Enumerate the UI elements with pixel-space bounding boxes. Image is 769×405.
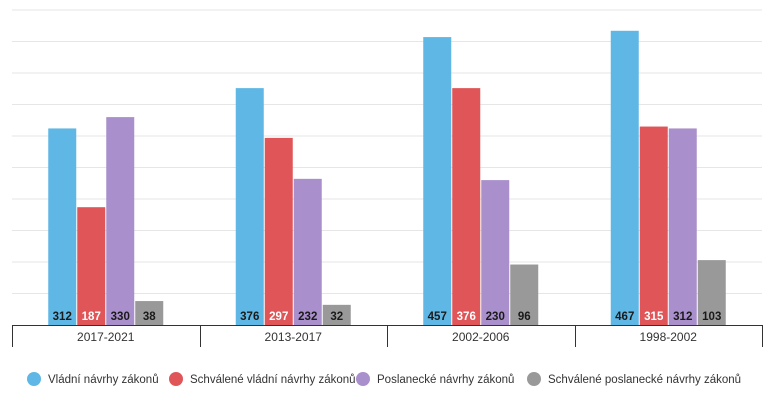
bar-schvalene-poslanecke-navrhy-zakonu-2017-2021 <box>135 301 164 325</box>
bar-schvalene-vladni-navrhy-zakonu-2013-2017 <box>264 137 293 325</box>
value-label: 32 <box>330 311 343 323</box>
bar-schvalene-vladni-navrhy-zakonu-1998-2002 <box>639 126 668 325</box>
grid <box>12 9 762 294</box>
legend-marker-schvalene-poslanecke-navrhy-zakonu <box>527 372 541 386</box>
legend-label: Schválené vládní návrhy zákonů <box>190 374 356 386</box>
value-label: 38 <box>143 311 156 323</box>
bar-poslanecke-navrhy-zakonu-2017-2021 <box>106 117 135 325</box>
legend: Vládní návrhy zákonů Schválené vládní náv… <box>27 372 741 386</box>
value-label: 103 <box>702 311 721 323</box>
bar-poslanecke-navrhy-zakonu-1998-2002 <box>668 128 697 325</box>
legend-label: Schválené poslanecké návrhy zákonů <box>548 374 741 386</box>
bar-schvalene-poslanecke-navrhy-zakonu-2013-2017 <box>322 304 351 325</box>
bar-schvalene-poslanecke-navrhy-zakonu-2002-2006 <box>510 264 539 325</box>
legend-marker-poslanecke-navrhy-zakonu <box>356 372 370 386</box>
bar-poslanecke-navrhy-zakonu-2013-2017 <box>293 178 322 325</box>
bar-vladni-navrhy-zakonu-1998-2002 <box>610 30 639 325</box>
bar-vladni-navrhy-zakonu-2013-2017 <box>235 88 264 326</box>
bar-vladni-navrhy-zakonu-2002-2006 <box>423 37 452 326</box>
x-tick-label: 2002-2006 <box>452 330 510 344</box>
value-label: 330 <box>111 311 130 323</box>
x-tick-label: 2013-2017 <box>265 330 323 344</box>
value-label: 232 <box>298 311 317 323</box>
value-label: 376 <box>457 311 476 323</box>
value-label: 315 <box>644 311 664 323</box>
value-label: 96 <box>518 311 531 323</box>
value-label: 297 <box>269 311 288 323</box>
bar-schvalene-vladni-navrhy-zakonu-2017-2021 <box>77 207 106 325</box>
value-label: 312 <box>53 311 72 323</box>
legend-marker-schvalene-vladni-navrhy-zakonu <box>169 372 183 386</box>
bar-schvalene-vladni-navrhy-zakonu-2002-2006 <box>452 88 481 326</box>
x-tick-label: 2017-2021 <box>77 330 135 344</box>
value-label: 312 <box>673 311 692 323</box>
value-label: 457 <box>428 311 447 323</box>
value-label: 376 <box>240 311 259 323</box>
value-label: 467 <box>615 311 634 323</box>
legend-label: Poslanecké návrhy zákonů <box>377 374 514 386</box>
bars <box>48 30 726 326</box>
legend-label: Vládní návrhy zákonů <box>48 374 159 386</box>
x-axis: 2017-2021 2013-2017 2002-2006 1998-2002 <box>12 325 763 347</box>
legend-marker-vladni-navrhy-zakonu <box>27 372 41 386</box>
bar-schvalene-poslanecke-navrhy-zakonu-1998-2002 <box>697 260 726 325</box>
value-labels: 312 187 330 38 376 297 232 32 457 376 230 96 467 315 3… <box>53 311 722 323</box>
bar-poslanecke-navrhy-zakonu-2002-2006 <box>481 180 510 325</box>
x-tick-label: 1998-2002 <box>640 330 698 344</box>
bar-vladni-navrhy-zakonu-2017-2021 <box>48 128 77 325</box>
value-label: 230 <box>486 311 505 323</box>
value-label: 187 <box>82 311 101 323</box>
